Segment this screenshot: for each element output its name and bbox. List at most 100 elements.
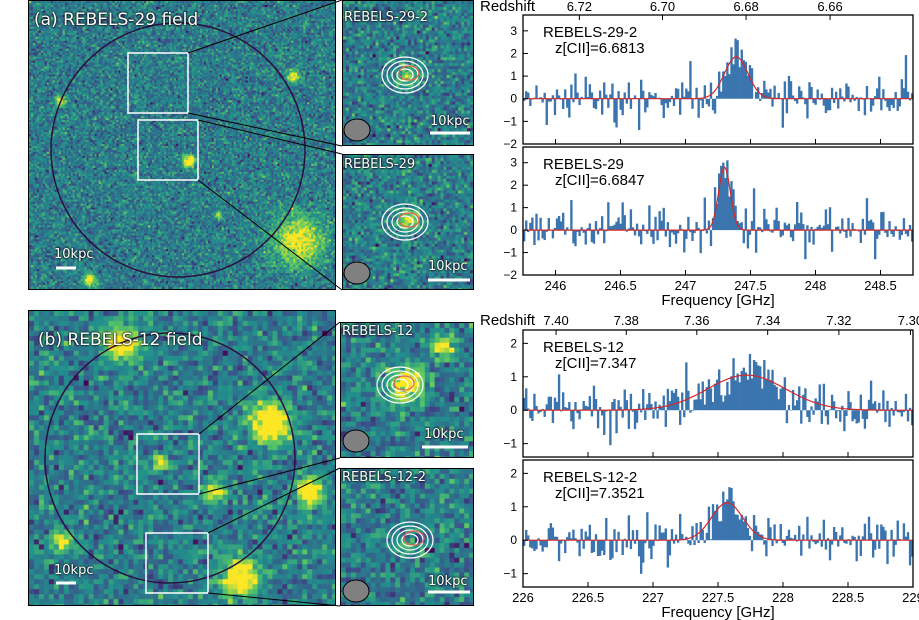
spectrum-bar bbox=[695, 222, 698, 231]
spectrum-bar bbox=[615, 540, 618, 553]
spectrum-bar bbox=[828, 409, 832, 411]
spectrum-bar bbox=[757, 87, 760, 99]
spectrum-bar bbox=[582, 540, 585, 549]
spectrum-bar bbox=[837, 98, 840, 109]
spectrum-bar bbox=[791, 389, 795, 411]
spectrum-bar bbox=[533, 393, 536, 411]
spectrum-bar bbox=[728, 196, 731, 231]
contour-white-2 bbox=[386, 374, 414, 396]
spectrum-bar bbox=[598, 406, 602, 411]
spectrum-bar bbox=[851, 223, 854, 231]
spectrum-bar bbox=[871, 222, 875, 231]
spectrum-bar bbox=[732, 501, 735, 541]
spectrum-bar bbox=[664, 410, 667, 427]
spectrum-bar bbox=[732, 358, 735, 411]
spectrum-bar bbox=[576, 92, 579, 99]
spectrum-bar bbox=[619, 98, 622, 110]
spectrum-rebels-29-2: −2 −1 0 1 2 3 Redshift 6.72 6.70 6.68 6.66 REBELS-2… bbox=[480, 0, 914, 151]
spectrum-bar bbox=[814, 540, 817, 545]
spectrum-bar bbox=[910, 540, 914, 557]
spectrum-bar bbox=[679, 224, 682, 231]
spectrum-bar bbox=[814, 398, 817, 411]
spectrum-bar bbox=[851, 535, 854, 541]
spectrum-bar bbox=[625, 400, 628, 411]
spectrum-bar bbox=[855, 97, 858, 99]
spectrum-bar bbox=[537, 230, 540, 241]
spectrum-bar bbox=[798, 386, 801, 411]
spectrum-bar bbox=[574, 402, 577, 411]
spectrum-bar bbox=[796, 202, 799, 231]
spectrum-bar bbox=[902, 88, 906, 99]
x-tick-label: 226 bbox=[512, 590, 534, 605]
spectrum-bar bbox=[800, 410, 803, 424]
spectrum-bar bbox=[703, 540, 706, 543]
spectrum-bar bbox=[697, 98, 700, 118]
spectrum-bar bbox=[738, 519, 741, 541]
spectrum-bar bbox=[783, 377, 787, 411]
spectrum-bar bbox=[656, 230, 659, 241]
spectrum-bar bbox=[588, 524, 592, 541]
spectrum-bar bbox=[738, 67, 741, 99]
panel-a-scale: 10kpc bbox=[54, 247, 94, 262]
spectrum-bar bbox=[627, 82, 631, 99]
spectrum-bar bbox=[625, 98, 628, 104]
spectrum-bar bbox=[781, 98, 784, 128]
spectrum-bar bbox=[695, 523, 698, 541]
spectrum-bar bbox=[592, 385, 596, 411]
spectrum-bar bbox=[890, 407, 893, 411]
spectrum-bar bbox=[631, 530, 635, 541]
spectrum-bar bbox=[637, 403, 641, 411]
spectrum-bar bbox=[662, 207, 665, 231]
spectrum-bar bbox=[713, 187, 717, 231]
spectrum-bar bbox=[681, 534, 684, 541]
zoom-b2-label: REBELS-12-2 bbox=[342, 470, 427, 485]
spectrum-bar bbox=[865, 198, 869, 231]
spectrum-bar bbox=[816, 89, 819, 99]
spectrum-bar bbox=[874, 401, 877, 411]
spectrum-bar bbox=[637, 540, 641, 557]
zoom-b1-scale: 10kpc bbox=[424, 427, 464, 442]
spectrum-bar bbox=[629, 393, 633, 411]
spectrum-bar bbox=[621, 410, 624, 418]
spectrum-bar bbox=[609, 94, 612, 99]
spectrum-bar bbox=[697, 540, 700, 544]
spectrum-bar bbox=[765, 89, 768, 99]
spectrum-bar bbox=[570, 84, 573, 99]
spectrum-bar bbox=[724, 178, 727, 231]
spectrum-bar bbox=[701, 529, 704, 541]
spectrum-bar bbox=[847, 391, 850, 411]
spectrum-bar bbox=[601, 216, 604, 231]
spectrum-bar bbox=[765, 540, 768, 557]
y-tick-label: 3 bbox=[510, 156, 517, 170]
spectrum-bar bbox=[525, 529, 528, 541]
spectrum-bar bbox=[635, 223, 639, 231]
spectrum-bar bbox=[590, 540, 594, 553]
spectrum-bar bbox=[802, 394, 805, 411]
spectrum-bar bbox=[625, 230, 628, 232]
spectrum-bar bbox=[894, 400, 897, 411]
spectrum-bar bbox=[644, 540, 647, 544]
spectrum-bar bbox=[685, 362, 688, 411]
connector-line-3 bbox=[197, 179, 343, 291]
spectrum-bar bbox=[828, 98, 832, 111]
spectrum-bar bbox=[654, 524, 657, 541]
spectrum-bar bbox=[523, 230, 526, 242]
spectrum-bar bbox=[724, 76, 727, 99]
contour-white-1 bbox=[381, 203, 429, 241]
spectrum-bar bbox=[648, 92, 651, 99]
spectrum-bar bbox=[699, 98, 702, 101]
top-tick-label: 7.40 bbox=[543, 313, 568, 328]
spectrum-bar bbox=[525, 91, 528, 99]
spectrum-bar bbox=[590, 410, 594, 417]
spectrum-bar bbox=[592, 540, 596, 553]
spectrum-bar bbox=[594, 98, 598, 110]
spectrum-bar bbox=[631, 227, 635, 231]
spectrum-bar bbox=[555, 89, 559, 99]
panel-a-title: (a) REBELS-29 field bbox=[34, 10, 199, 30]
spectrum-bar bbox=[625, 540, 628, 548]
spectrum-bar bbox=[707, 506, 711, 541]
spectrum-bar bbox=[523, 540, 526, 546]
spectrum-bar bbox=[668, 230, 672, 248]
spectrum-bar bbox=[869, 533, 873, 541]
spectrum-bar bbox=[562, 98, 565, 109]
